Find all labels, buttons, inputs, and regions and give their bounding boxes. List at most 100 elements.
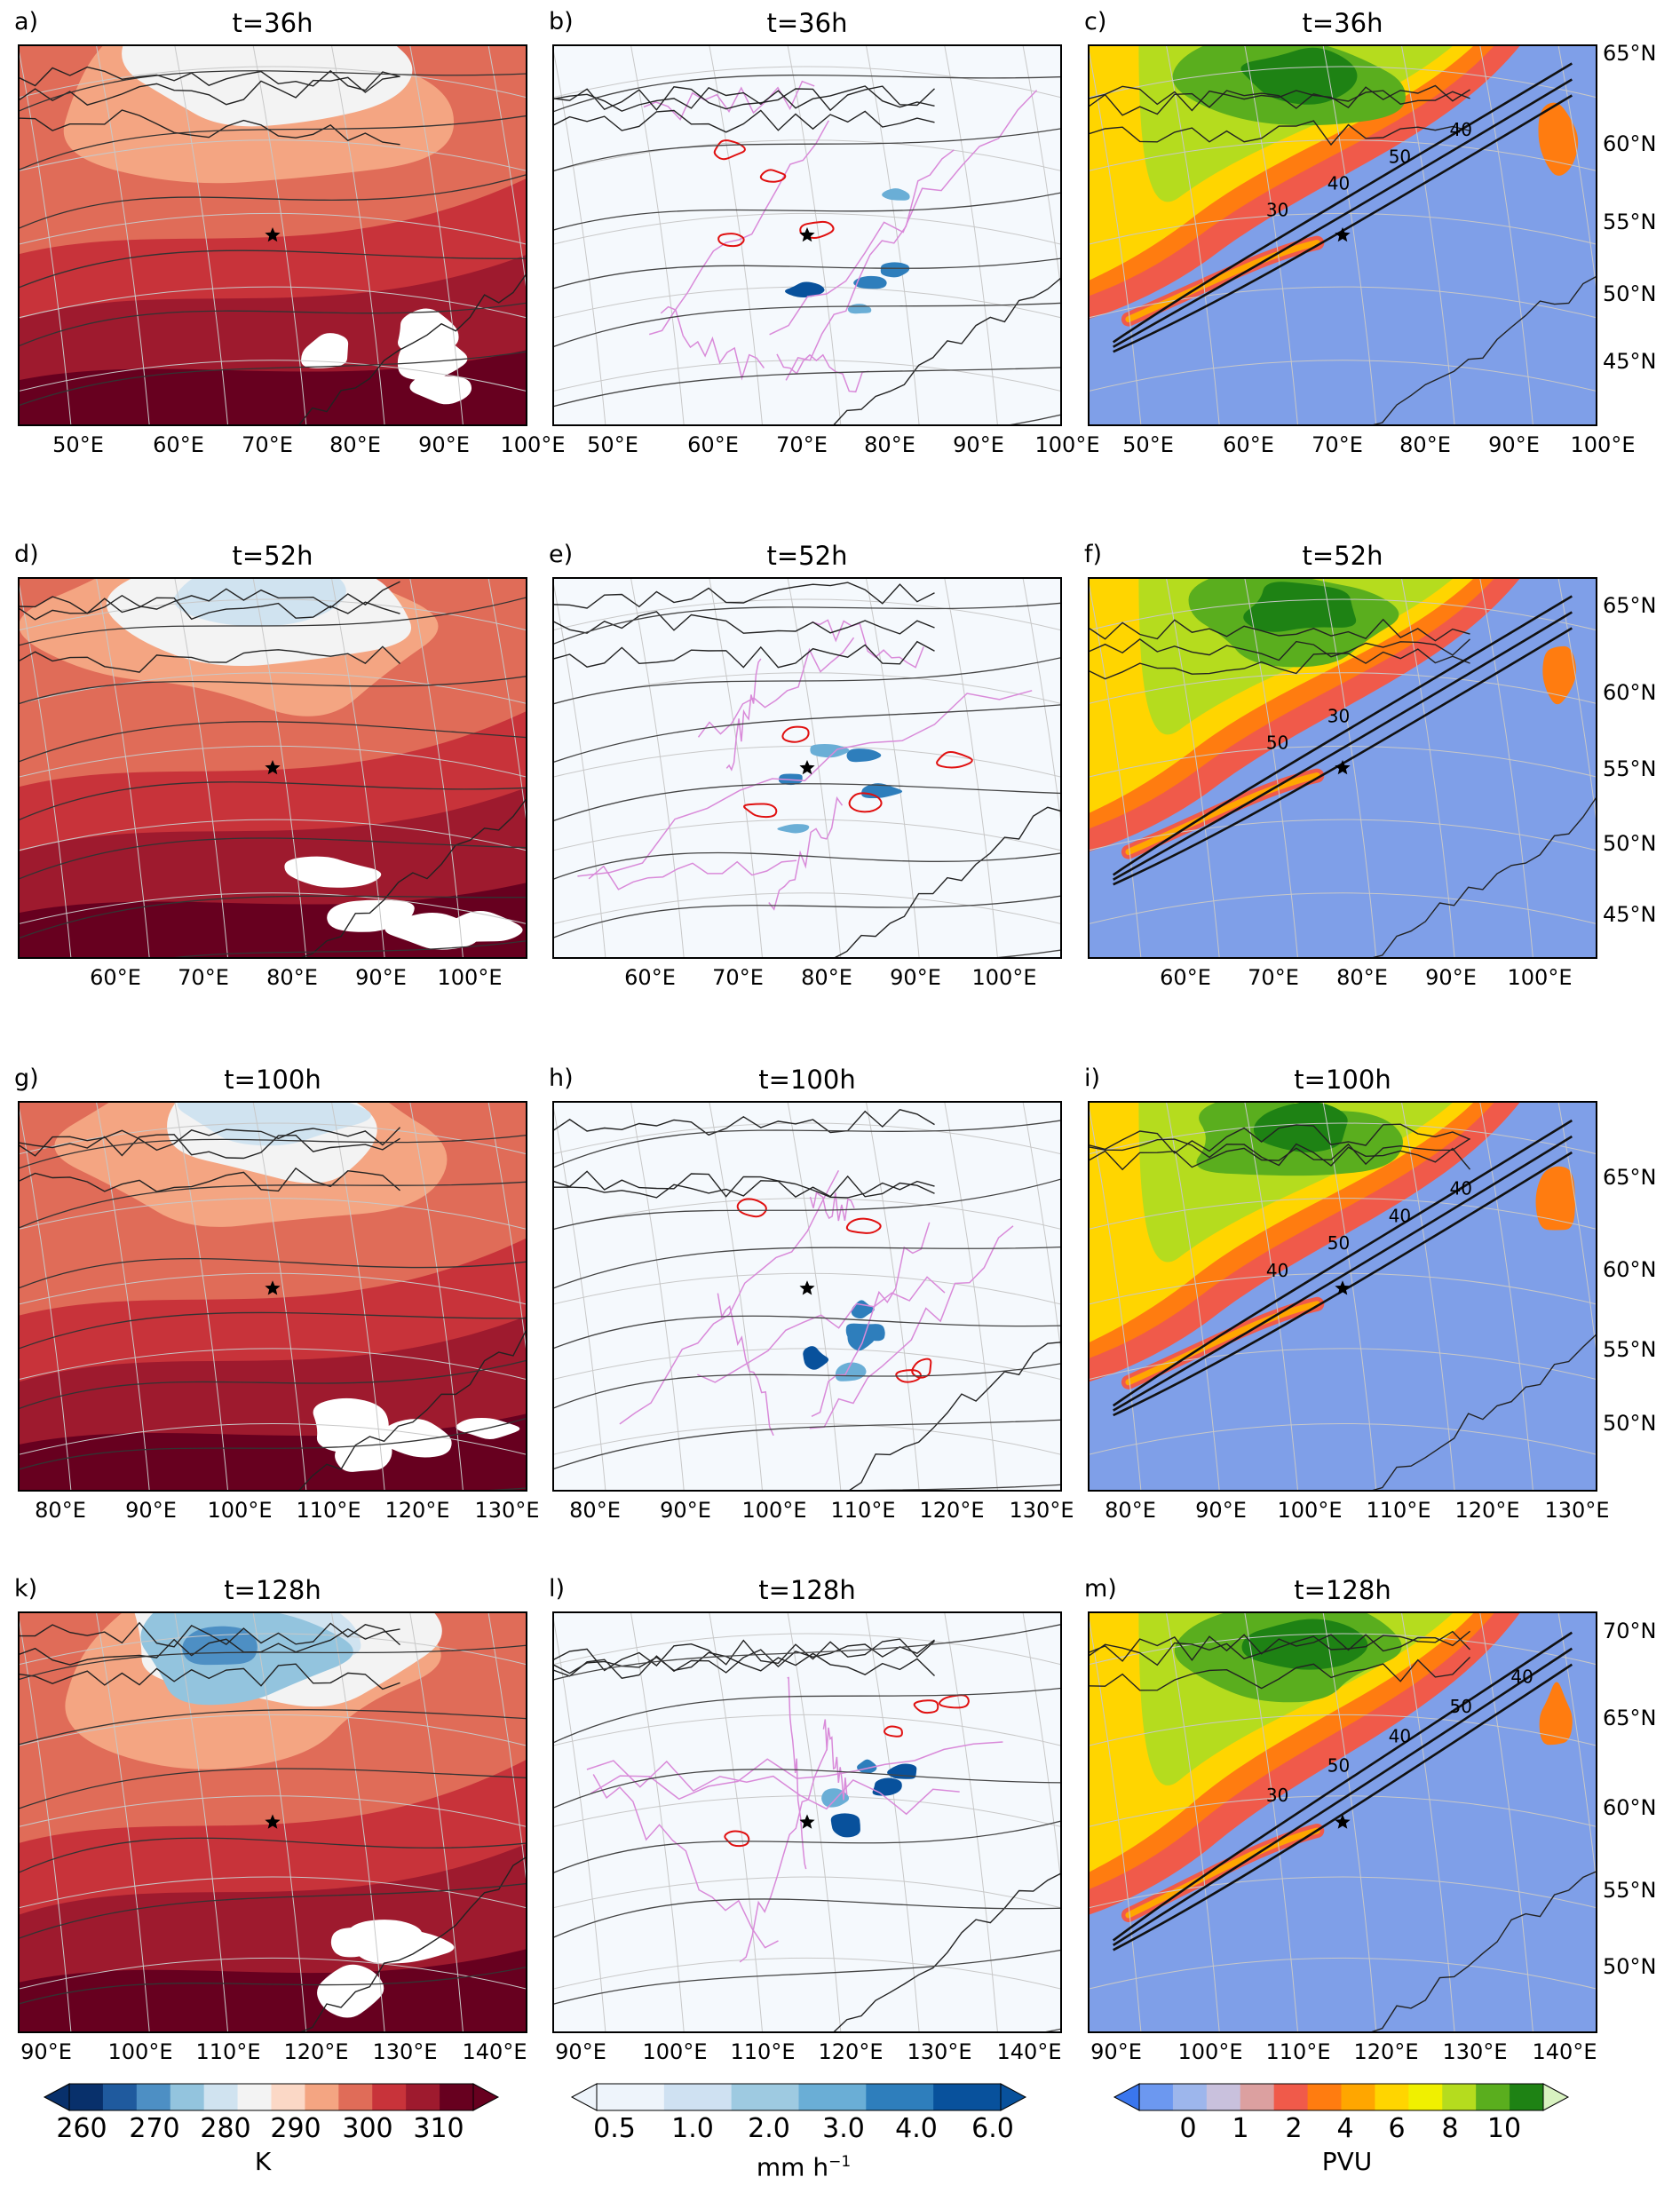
panel-frame [1088, 1101, 1597, 1492]
precipitation-cell [784, 281, 825, 297]
longitude-tick-label: 60°E [687, 432, 739, 457]
coastline [18, 597, 400, 621]
longitude-tick-label: 110°E [1265, 2039, 1331, 2064]
terrain-mask [409, 375, 472, 405]
latitude-tick-label: 50°N [1603, 281, 1657, 306]
colorbar-tick-label: 0.5 [593, 2113, 636, 2144]
graticule-meridian [630, 1101, 685, 1492]
latitude-tick-label: 50°N [1603, 1954, 1657, 1979]
panel-label: f) [1084, 541, 1103, 568]
longitude-tick-label: 70°E [1312, 432, 1363, 457]
longitude-tick-label: 100°E [1177, 2039, 1243, 2064]
colorbar-precipitation [570, 2083, 1027, 2111]
geopotential-contour [18, 351, 527, 407]
panel-title: t=52h [1302, 541, 1383, 571]
vertical-velocity-contour-strong [713, 139, 746, 161]
colorbar-tick-label: 270 [129, 2113, 180, 2144]
panel-title: t=100h [1294, 1065, 1391, 1095]
latitude-tick-label: 70°N [1603, 1619, 1657, 1643]
graticule-parallel [1088, 1957, 1597, 1990]
panel-label: d) [14, 541, 39, 568]
colorbar-segment [440, 2084, 474, 2110]
jet-contour-label: 30 [1327, 705, 1350, 726]
colorbar-extend-low [1113, 2083, 1140, 2111]
graticule-meridian [1322, 44, 1377, 426]
longitude-tick-label: 100°E [107, 2039, 173, 2064]
longitude-tick-label: 100°E [207, 1498, 273, 1523]
longitude-tick-label: 90°E [20, 2039, 72, 2064]
colorbar-extend-high [472, 2083, 500, 2111]
coastline [18, 75, 400, 106]
colorbar-extend-low [570, 2083, 598, 2111]
map-panel-temperature [18, 1101, 527, 1492]
temperature-fill [18, 1949, 527, 2033]
colorbar-tick-label: 300 [342, 2113, 393, 2144]
vertical-velocity-contour-strong [845, 1217, 882, 1234]
precipitation-cell [835, 1362, 867, 1381]
panel-title: t=36h [766, 8, 848, 38]
graticule-parallel [18, 598, 527, 631]
longitude-tick-label: 110°E [730, 2039, 796, 2064]
latitude-tick-label: 65°N [1603, 41, 1657, 66]
precipitation-cell [872, 1777, 902, 1796]
panel-frame [552, 577, 1062, 959]
colorbar-unit-label: PVU [1321, 2147, 1373, 2176]
longitude-tick-label: 90°E [1195, 1498, 1247, 1523]
graticule-meridian [174, 44, 229, 426]
graticule-parallel [1088, 1423, 1597, 1455]
geopotential-contour [18, 173, 527, 230]
graticule-parallel [1088, 1348, 1597, 1381]
coastline [18, 1134, 400, 1160]
latitude-tick-label: 45°N [1603, 902, 1657, 927]
panel-title: t=52h [766, 541, 848, 571]
longitude-tick-label: 100°E [642, 2039, 708, 2064]
colorbar-tick-label: 8 [1441, 2113, 1459, 2144]
geopotential-contour [18, 781, 527, 821]
longitude-tick-label: 50°E [587, 432, 638, 457]
graticule-meridian [252, 1101, 307, 1492]
vertical-velocity-contour [590, 1741, 1003, 1801]
graticule-parallel [1088, 1714, 1597, 1746]
panel-frame [552, 1611, 1062, 2033]
geopotential-contour [158, 939, 527, 959]
jet-wind-contour [1113, 1135, 1573, 1412]
vertical-velocity-contour [648, 120, 829, 336]
graticule-meridian [865, 44, 920, 426]
graticule-meridian [1400, 577, 1455, 959]
colorbar-tick-label: 1 [1232, 2113, 1249, 2144]
map-panel-precipitation [552, 577, 1062, 959]
graticule-meridian [1479, 1611, 1534, 2033]
vertical-velocity-contour [660, 305, 765, 381]
graticule-meridian [330, 1101, 385, 1492]
graticule-parallel [1088, 745, 1597, 778]
coastline [552, 1175, 935, 1199]
colorbar-segment [203, 2084, 239, 2110]
graticule-parallel [18, 212, 527, 245]
vertical-velocity-contour [619, 1169, 840, 1425]
graticule-meridian [1244, 1611, 1299, 2033]
longitude-tick-label: 80°E [35, 1498, 86, 1523]
colorbar-tick-label: 0 [1179, 2113, 1197, 2144]
geopotential-contour [18, 596, 527, 646]
panel-frame [1088, 577, 1597, 959]
colorbar-segment [271, 2084, 305, 2110]
longitude-tick-label: 100°E [500, 432, 566, 457]
longitude-tick-label: 70°E [242, 432, 293, 457]
geopotential-contour [18, 1359, 527, 1410]
precipitation-field [552, 1101, 1062, 1492]
coastline [552, 1170, 935, 1199]
colorbar-segment [1307, 2084, 1342, 2110]
pv-field: 40 50 40 40 [1088, 1101, 1597, 1492]
graticule-meridian [252, 577, 307, 959]
vertical-velocity-contour-strong [781, 725, 810, 743]
geopotential-contour [552, 895, 1062, 939]
colorbar-segment [102, 2084, 138, 2110]
colorbar-tick-label: 4.0 [895, 2113, 938, 2144]
latitude-tick-label: 65°N [1603, 1706, 1657, 1730]
geopotential-contour [552, 192, 1062, 232]
panel-frame [18, 1101, 527, 1492]
coastline [552, 611, 935, 635]
graticule-meridian [18, 1101, 72, 1492]
cyclone-star-marker [1335, 760, 1351, 775]
vertical-velocity-contour [776, 353, 869, 393]
